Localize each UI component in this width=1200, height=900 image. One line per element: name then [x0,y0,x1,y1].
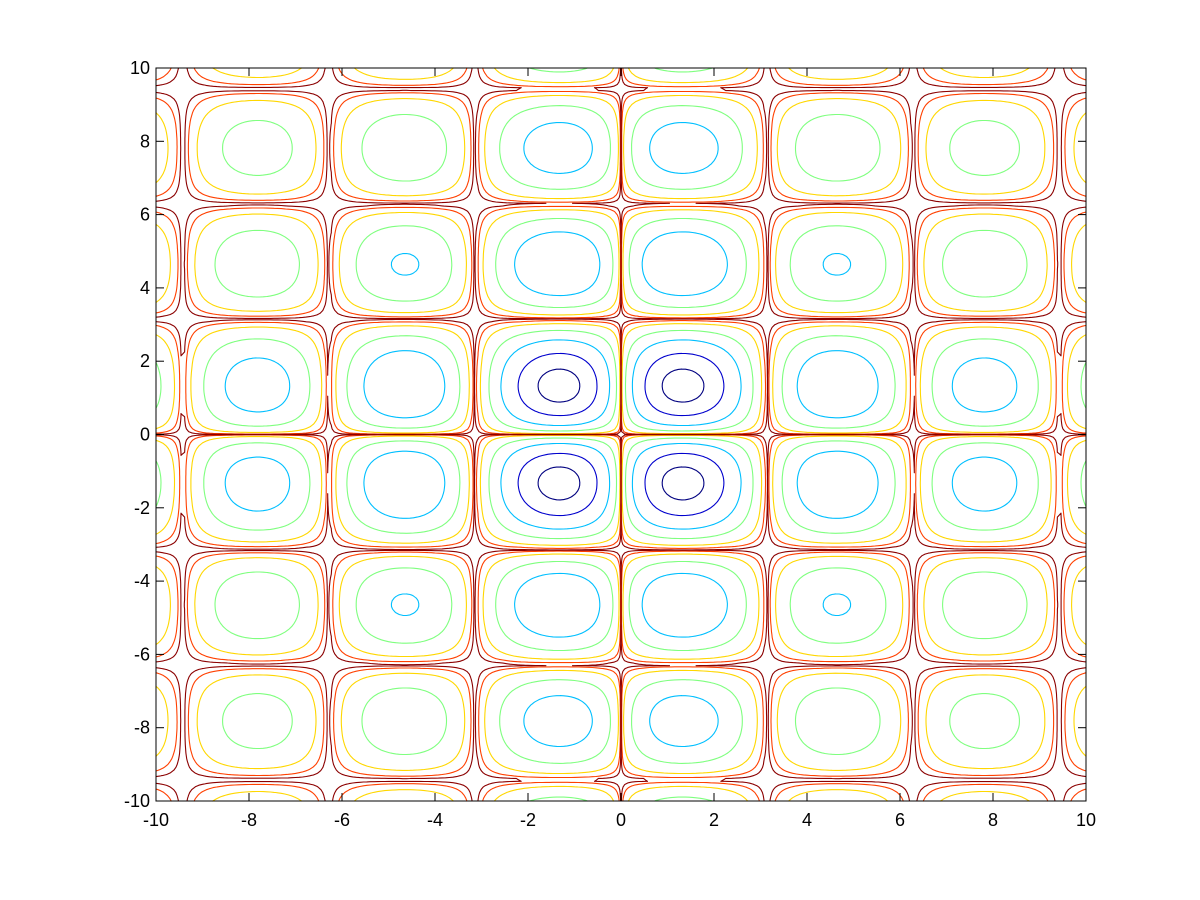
x-tick-label: 8 [988,810,998,830]
axis-ticks [155,67,1087,802]
y-tick-label: 6 [140,205,150,225]
y-tick-labels: -10 -8 -6 -4 -2 0 2 4 6 8 10 [124,58,150,811]
x-tick-label: 0 [616,810,626,830]
contour-level-0 [537,368,705,501]
y-tick-label: -6 [134,644,150,664]
contour-level-2 [224,121,1018,748]
x-tick-label: 2 [709,810,719,830]
y-tick-label: -8 [134,718,150,738]
contour-level-6 [155,67,1087,802]
x-tick-labels: -10 -8 -6 -4 -2 0 2 4 6 8 10 [143,810,1096,830]
y-tick-label: 0 [140,425,150,445]
y-tick-label: -4 [134,571,150,591]
contour-level-1 [517,352,725,517]
x-tick-label: -6 [334,810,350,830]
y-tick-label: 10 [130,58,150,78]
x-tick-label: -10 [143,810,169,830]
x-tick-label: 4 [802,810,812,830]
y-tick-label: -10 [124,791,150,811]
contour-level-5 [155,67,1087,802]
y-tick-label: -2 [134,498,150,518]
x-tick-label: 10 [1076,810,1096,830]
x-tick-label: -4 [427,810,443,830]
x-tick-label: -2 [520,810,536,830]
y-tick-label: 2 [140,351,150,371]
x-tick-label: 6 [895,810,905,830]
y-tick-label: 8 [140,131,150,151]
x-tick-label: -8 [241,810,257,830]
y-tick-label: 4 [140,278,150,298]
